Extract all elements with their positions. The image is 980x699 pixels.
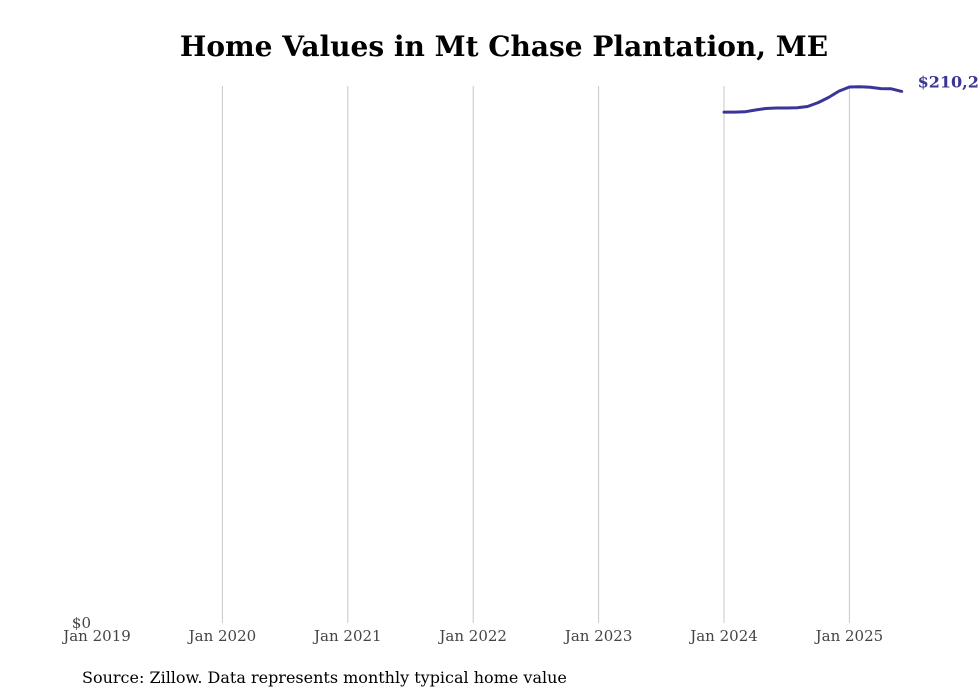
x-tick-label: Jan 2020	[187, 627, 257, 645]
x-axis-ticks: Jan 2019 Jan 2020 Jan 2021 Jan 2022 Jan 2023…	[61, 627, 883, 645]
gridlines	[221, 86, 850, 623]
source-note: Source: Zillow. Data represents monthly …	[82, 668, 567, 687]
series	[722, 85, 904, 114]
end-labels: $210,2	[918, 72, 979, 91]
y-tick-label: $0	[72, 614, 91, 632]
series-line	[722, 85, 904, 114]
line-chart: Jan 2019 Jan 2020 Jan 2021 Jan 2022 Jan 2023…	[61, 72, 979, 645]
x-tick-label: Jan 2022	[437, 627, 507, 645]
x-tick-label: Jan 2021	[312, 627, 382, 645]
x-tick-label: Jan 2024	[688, 627, 758, 645]
x-tick-label: Jan 2025	[814, 627, 884, 645]
x-tick-label: Jan 2023	[563, 627, 633, 645]
y-axis-ticks: $0	[72, 614, 91, 632]
end-value-label: $210,2	[918, 72, 979, 91]
x-tick-label: Jan 2019	[61, 627, 131, 645]
chart-title: Home Values in Mt Chase Plantation, ME	[179, 30, 829, 63]
